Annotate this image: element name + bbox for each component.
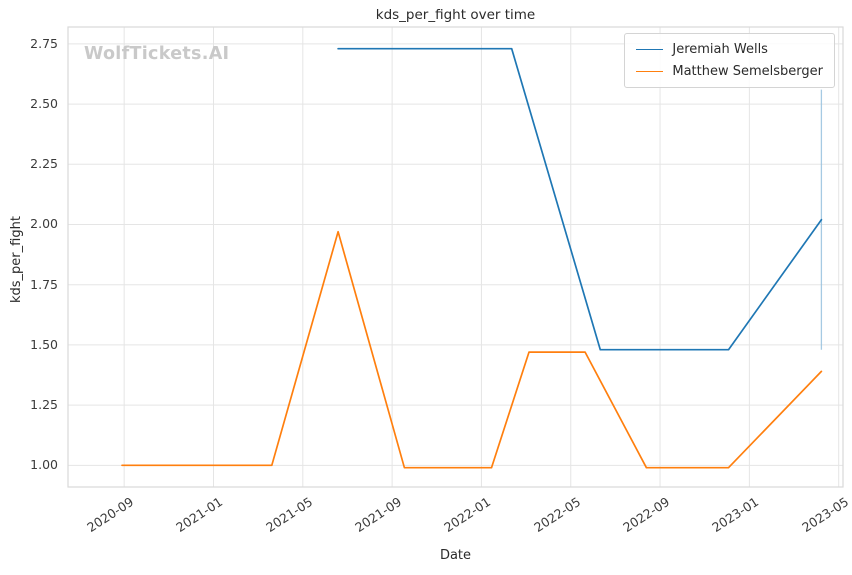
plot-border — [67, 26, 844, 488]
legend-line-swatch — [636, 49, 664, 50]
x-axis-label: Date — [439, 548, 472, 563]
legend-label: Matthew Semelsberger — [672, 64, 823, 79]
y-axis-label: kds_per_fight — [9, 216, 24, 303]
legend: Jeremiah Wells Matthew Semelsberger — [624, 33, 835, 88]
y-tick-label: 1.00 — [30, 457, 58, 473]
series-line — [121, 230, 823, 469]
series-line — [337, 47, 823, 351]
watermark: WolfTickets.AI — [84, 44, 230, 64]
legend-item: Matthew Semelsberger — [636, 64, 823, 79]
legend-label: Jeremiah Wells — [672, 42, 768, 57]
legend-item: Jeremiah Wells — [636, 42, 823, 57]
y-tick-label: 1.75 — [30, 276, 58, 292]
y-tick-label: 2.00 — [30, 216, 58, 232]
y-tick-label: 2.75 — [30, 35, 58, 51]
y-tick-label: 2.25 — [30, 156, 58, 172]
y-tick-label: 1.50 — [30, 336, 58, 352]
y-tick-label: 1.25 — [30, 397, 58, 413]
y-tick-label: 2.50 — [30, 96, 58, 112]
legend-line-swatch — [636, 71, 664, 72]
chart-title: kds_per_fight over time — [375, 7, 536, 23]
